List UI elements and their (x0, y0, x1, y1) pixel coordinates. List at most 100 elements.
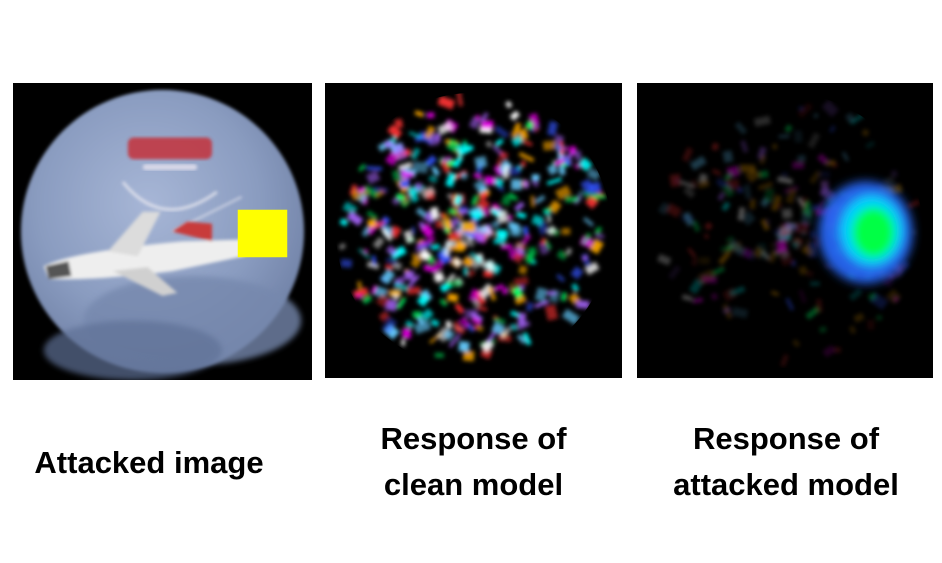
saliency-speckle (892, 296, 899, 303)
saliency-speckle (442, 328, 456, 341)
saliency-speckle (721, 201, 731, 212)
saliency-speckle (428, 133, 439, 146)
saliency-speckle (865, 140, 876, 149)
saliency-speckle (340, 258, 353, 268)
saliency-speckle (367, 219, 377, 228)
saliency-speckle (721, 183, 735, 198)
saliency-speckle (366, 166, 383, 171)
airplane (43, 211, 251, 296)
saliency-speckle (431, 243, 440, 251)
saliency-speckle (424, 125, 436, 140)
saliency-speckle (380, 268, 396, 285)
saliency-speckle (538, 241, 550, 255)
saliency-speckle (375, 190, 384, 199)
saliency-speckle (418, 248, 432, 262)
saliency-speckle (404, 320, 415, 329)
saliency-speckle (355, 294, 364, 299)
clean-saliency-map (326, 83, 621, 378)
saliency-speckle (361, 294, 373, 305)
saliency-speckle (711, 142, 720, 151)
saliency-speckle (753, 115, 771, 127)
saliency-speckle (861, 129, 870, 137)
saliency-speckle (582, 216, 595, 227)
saliency-speckle (502, 165, 510, 179)
saliency-speckle (556, 273, 566, 283)
saliency-speckle (689, 155, 707, 171)
saliency-speckle (711, 266, 726, 276)
saliency-speckle (530, 195, 536, 208)
saliency-speckle (375, 220, 386, 229)
saliency-speckle (545, 225, 557, 237)
saliency-speckle (477, 306, 488, 312)
saliency-speckle (431, 166, 441, 177)
saliency-speckle (516, 334, 527, 345)
saliency-speckle (479, 112, 489, 123)
saliency-speckle (437, 95, 456, 110)
saliency-speckle (518, 265, 528, 275)
saliency-speckle (534, 194, 546, 205)
saliency-speckle (493, 125, 510, 139)
saliency-speckle (361, 226, 371, 238)
saliency-speckle (494, 138, 504, 147)
saliency-speckle (430, 206, 440, 220)
saliency-speckle (828, 125, 837, 134)
saliency-speckle (781, 252, 790, 260)
saliency-speckle (809, 231, 817, 239)
saliency-speckle (375, 293, 390, 308)
saliency-speckle (508, 166, 521, 176)
saliency-speckle (556, 249, 568, 261)
saliency-speckle (728, 239, 746, 257)
saliency-speckle (372, 236, 385, 250)
saliency-speckle (455, 143, 469, 154)
saliency-speckle (534, 299, 550, 309)
saliency-speckle (778, 134, 790, 139)
saliency-speckle (793, 130, 803, 143)
saliency-speckle (571, 283, 580, 293)
saliency-speckle (531, 174, 540, 181)
trigger-hotspot (818, 181, 913, 284)
saliency-speckle (906, 199, 921, 210)
saliency-speckle (440, 156, 453, 164)
saliency-speckle (395, 193, 407, 202)
saliency-speckle (402, 192, 411, 205)
saliency-speckle (510, 323, 519, 332)
saliency-speckle (496, 229, 508, 238)
saliency-speckle (581, 255, 589, 261)
saliency-speckle (817, 153, 830, 166)
saliency-speckle (553, 158, 566, 167)
saliency-speckle (378, 310, 390, 322)
saliency-speckle (480, 338, 495, 353)
saliency-speckle (691, 256, 699, 267)
saliency-speckle (500, 194, 513, 207)
saliency-speckle (483, 270, 494, 278)
saliency-speckle (437, 121, 454, 136)
saliency-speckle (792, 161, 805, 169)
saliency-speckle (410, 147, 421, 161)
saliency-speckle (471, 317, 483, 326)
saliency-speckle (570, 145, 577, 156)
saliency-speckle (565, 247, 573, 256)
saliency-speckle (472, 298, 480, 308)
saliency-speckle (763, 187, 775, 203)
saliency-speckle (513, 276, 529, 287)
saliency-speckle (767, 249, 779, 264)
saliency-speckle (449, 245, 461, 253)
saliency-speckle (771, 143, 778, 150)
saliency-speckle (487, 286, 497, 301)
saliency-speckle (510, 179, 522, 190)
saliency-speckle (807, 132, 821, 149)
saliency-speckle (710, 292, 719, 301)
saliency-speckle (542, 140, 558, 151)
saliency-speckle (432, 272, 442, 283)
saliency-speckle (680, 180, 695, 189)
saliency-speckle (468, 288, 481, 303)
saliency-speckle (371, 255, 377, 266)
saliency-speckle (411, 253, 417, 261)
saliency-speckle (458, 341, 470, 353)
saliency-speckle (588, 181, 602, 195)
saliency-speckle (805, 270, 814, 278)
caption-attacked-image: Attacked image (34, 445, 264, 480)
saliency-speckle (775, 201, 784, 210)
saliency-speckle (459, 171, 469, 181)
saliency-speckle (456, 210, 464, 221)
